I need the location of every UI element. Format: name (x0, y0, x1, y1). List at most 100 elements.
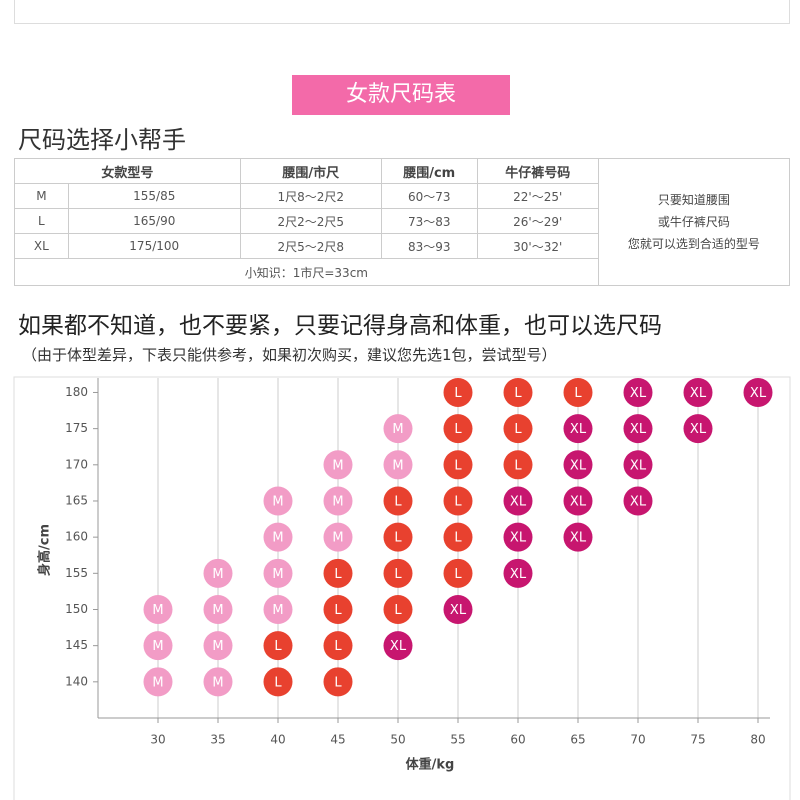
marker (383, 414, 413, 444)
point: L (443, 522, 473, 552)
tip-cell: 只要知道腰围 或牛仔裤尺码 您就可以选到合适的型号 (597, 158, 791, 286)
point: L (503, 377, 533, 407)
marker (563, 377, 593, 407)
marker-label: XL (750, 386, 767, 401)
point: XL (503, 486, 533, 516)
marker (263, 667, 293, 697)
marker (203, 631, 233, 661)
point: L (383, 522, 413, 552)
point: M (323, 450, 353, 480)
marker (563, 522, 593, 552)
marker-label: XL (630, 422, 647, 437)
col-header: 腰围/市尺 (239, 158, 382, 184)
marker (623, 377, 653, 407)
marker (263, 486, 293, 516)
marker (503, 486, 533, 516)
point: L (383, 486, 413, 516)
point: XL (503, 522, 533, 552)
cell: 155/85 (67, 183, 241, 209)
point: L (443, 486, 473, 516)
tip: 只要知道腰围 (657, 193, 730, 207)
point: XL (623, 414, 653, 444)
point: L (563, 377, 593, 407)
marker-label: XL (390, 639, 407, 654)
point: M (383, 414, 413, 444)
marker-label: M (272, 603, 283, 618)
marker-label: L (514, 422, 522, 437)
point: L (443, 377, 473, 407)
marker-label: XL (570, 494, 587, 509)
y-tick-label: 170 (65, 457, 88, 471)
x-tick-label: 65 (570, 733, 585, 747)
x-tick-label: 35 (210, 733, 225, 747)
marker (623, 414, 653, 444)
marker-label: L (334, 567, 342, 582)
cell: 30'～32' (476, 233, 599, 259)
marker-label: L (334, 603, 342, 618)
marker (323, 450, 353, 480)
point: M (143, 594, 173, 624)
marker (203, 558, 233, 588)
point: XL (683, 377, 713, 407)
marker-label: XL (510, 531, 527, 546)
point: L (323, 594, 353, 624)
marker-label: XL (570, 458, 587, 473)
marker (443, 414, 473, 444)
x-tick-label: 45 (330, 733, 345, 747)
marker-label: XL (510, 567, 527, 582)
marker (323, 522, 353, 552)
marker-label: M (212, 639, 223, 654)
marker-label: XL (570, 422, 587, 437)
chart-frame (13, 376, 791, 800)
y-tick-label: 155 (65, 566, 88, 580)
marker (143, 667, 173, 697)
marker-label: L (394, 603, 402, 618)
marker (383, 594, 413, 624)
marker-label: L (514, 386, 522, 401)
marker-label: L (454, 494, 462, 509)
point: XL (743, 377, 773, 407)
x-tick-label: 55 (450, 733, 465, 747)
cell: XL (14, 233, 69, 259)
point: M (143, 667, 173, 697)
cell: 73～83 (380, 208, 478, 234)
marker (263, 558, 293, 588)
point: M (203, 558, 233, 588)
marker-label: XL (570, 531, 587, 546)
marker-label: M (332, 494, 343, 509)
marker (443, 594, 473, 624)
point: L (383, 558, 413, 588)
marker (443, 522, 473, 552)
point: XL (623, 486, 653, 516)
y-tick-label: 145 (65, 638, 88, 652)
point: L (383, 594, 413, 624)
point: XL (563, 414, 593, 444)
x-tick-label: 50 (390, 733, 405, 747)
marker-label: M (392, 458, 403, 473)
marker (683, 414, 713, 444)
point: M (383, 450, 413, 480)
y-tick-label: 150 (65, 602, 88, 616)
marker-label: M (152, 639, 163, 654)
point: L (263, 667, 293, 697)
point: M (263, 522, 293, 552)
marker-label: L (514, 458, 522, 473)
marker-label: M (212, 603, 223, 618)
marker-label: XL (690, 386, 707, 401)
point: L (443, 414, 473, 444)
x-tick-label: 40 (270, 733, 285, 747)
marker (323, 631, 353, 661)
marker-label: XL (450, 603, 467, 618)
point: M (323, 486, 353, 516)
marker (203, 594, 233, 624)
marker-label: M (212, 675, 223, 690)
cell: 60～73 (380, 183, 478, 209)
marker (443, 558, 473, 588)
marker (503, 377, 533, 407)
marker (623, 486, 653, 516)
x-tick-label: 70 (630, 733, 645, 747)
y-tick-label: 160 (65, 530, 88, 544)
marker-label: M (272, 567, 283, 582)
point: M (203, 631, 233, 661)
